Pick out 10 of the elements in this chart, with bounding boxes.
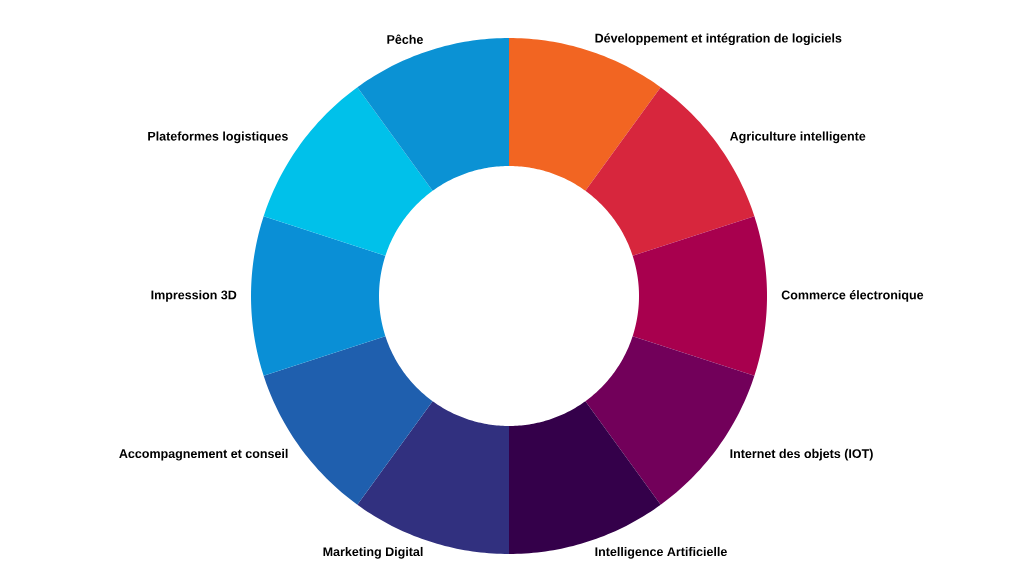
slice-label: Accompagnement et conseil — [119, 448, 288, 461]
slice-label: Pêche — [387, 34, 423, 44]
slice-label: Commerce électronique — [781, 290, 924, 302]
slice-label: Marketing Digital — [323, 546, 423, 559]
slice-label: Impression 3D — [151, 290, 237, 302]
slice-label: Intelligence Artificielle — [595, 546, 727, 559]
slice-label: Agriculture intelligente — [729, 131, 866, 144]
slice-label: Développement et intégration de logiciels — [595, 33, 842, 46]
slice-label: Plateformes logistiques — [148, 131, 288, 144]
slice-label: Internet des objets (IOT) — [730, 448, 873, 461]
